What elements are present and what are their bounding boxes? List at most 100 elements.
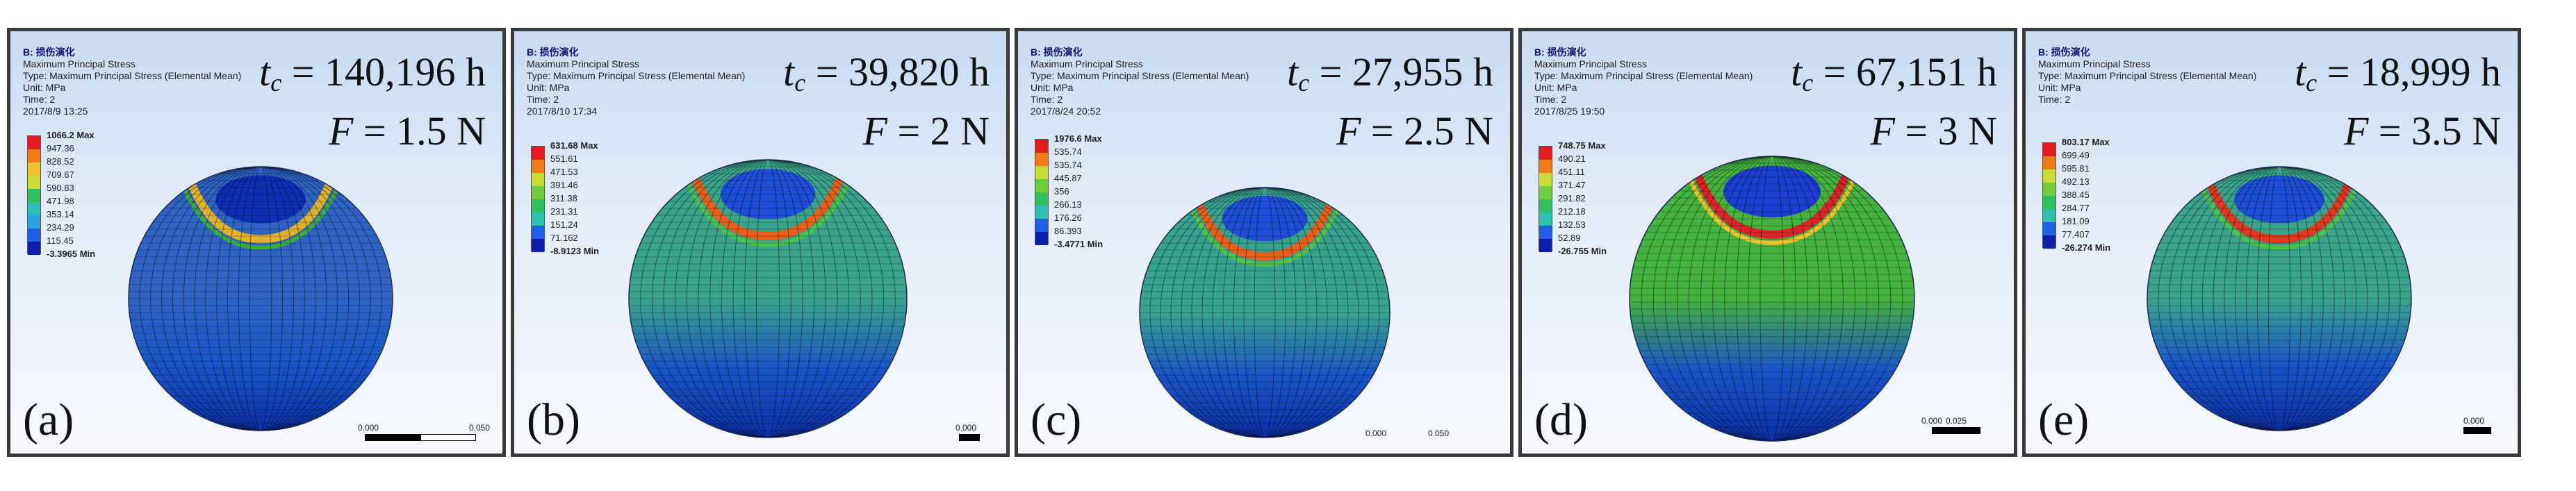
- applied-force: F = 3.5 N: [2343, 108, 2501, 153]
- figure-panel-a: B: 损伤演化 Maximum Principal Stress Type: Max…: [7, 28, 506, 457]
- legend-tick-label: 231.31: [550, 206, 578, 217]
- legend-max-label: 748.75 Max: [1558, 140, 1606, 151]
- legend-swatch: [532, 147, 544, 160]
- scale-tick-label: 0.025: [1946, 416, 1967, 426]
- panel-header: B: 损伤演化 Maximum Principal Stress Type: Max…: [527, 47, 745, 117]
- legend-min-label: -3.3965 Min: [47, 249, 96, 259]
- legend-tick-label: 212.18: [1558, 206, 1586, 217]
- panel-label: (e): [2038, 394, 2090, 445]
- legend-tick-label: 77.407: [2062, 229, 2090, 240]
- scale-tick-label: 0.000: [358, 423, 379, 433]
- legend-tick-label: 176.26: [1054, 213, 1082, 223]
- legend-swatch: [532, 239, 544, 252]
- legend-swatch: [28, 215, 40, 228]
- legend-swatch: [2043, 209, 2056, 222]
- legend-tick-label: 356: [1054, 186, 1069, 197]
- legend-tick-label: 471.98: [47, 196, 74, 206]
- legend-tick-label: 151.24: [550, 219, 578, 230]
- legend-swatch: [532, 213, 544, 226]
- sphere-body: [1630, 156, 1914, 441]
- applied-force: F = 1.5 N: [328, 108, 486, 153]
- figure-panel-b: B: 损伤演化 Maximum Principal Stress Type: Max…: [511, 28, 1010, 457]
- load-parameters: tc = 39,820 h F = 2 N: [783, 48, 990, 156]
- legend-colorbar: [1539, 146, 1552, 252]
- contact-zone: [1723, 165, 1821, 217]
- legend-colorbar: [1035, 139, 1049, 245]
- applied-force-value: 2 N: [930, 108, 990, 153]
- panel-header: B: 损伤演化 Maximum Principal Stress Type: Max…: [1534, 47, 1753, 117]
- legend-min-label: -26.274 Min: [2062, 242, 2111, 253]
- panel-header: B: 损伤演化 Maximum Principal Stress Type: Max…: [2038, 47, 2256, 106]
- legend-swatch: [1539, 173, 1552, 186]
- legend-max-label: 1976.6 Max: [1054, 133, 1102, 144]
- header-line: 2017/8/24 20:52: [1031, 106, 1101, 117]
- legend-swatch: [1539, 226, 1552, 239]
- contact-time-value: 27,955 h: [1352, 49, 1493, 94]
- contact-time-value: 140,196 h: [325, 49, 486, 94]
- header-line: Time: 2: [527, 94, 559, 105]
- damage-ring: [2202, 172, 2356, 244]
- header-line: Type: Maximum Principal Stress (Elementa…: [23, 70, 242, 81]
- legend-tick-label: 353.14: [47, 209, 74, 219]
- header-line: Unit: MPa: [2038, 82, 2081, 93]
- legend-tick-label: 234.29: [47, 222, 74, 233]
- legend-swatch: [1035, 140, 1048, 153]
- stress-contour-sphere: [628, 159, 908, 438]
- contact-zone: [720, 169, 816, 219]
- load-parameters: tc = 18,999 h F = 3.5 N: [2295, 48, 2501, 156]
- legend-tick-label: 535.74: [1054, 160, 1082, 170]
- legend-tick-label: 291.82: [1558, 193, 1586, 203]
- legend-swatch: [1035, 232, 1048, 245]
- panel-label: (a): [23, 394, 74, 445]
- transition-ring: [2194, 174, 2364, 250]
- contact-time: tc = 18,999 h: [2295, 49, 2501, 97]
- legend-swatch: [28, 228, 40, 242]
- header-line: Unit: MPa: [527, 82, 570, 93]
- sphere-body: [1140, 188, 1390, 438]
- legend-swatch: [28, 242, 40, 255]
- legend-swatch: [2043, 183, 2056, 196]
- legend-tick-label: 828.52: [47, 156, 74, 167]
- legend-swatch: [1539, 147, 1552, 160]
- legend-tick-label: 52.89: [1558, 233, 1581, 243]
- legend-swatch: [28, 136, 40, 149]
- scale-tick-label: 0.050: [469, 423, 491, 433]
- legend-swatch: [1035, 206, 1048, 219]
- legend-tick-label: 371.47: [1558, 180, 1586, 190]
- header-line: Type: Maximum Principal Stress (Elementa…: [1031, 70, 1249, 81]
- scale-tick-label: 0.050: [1428, 428, 1450, 438]
- legend-tick-label: 132.53: [1558, 219, 1586, 230]
- legend-swatch: [1035, 166, 1048, 179]
- applied-force-value: 3.5 N: [2411, 108, 2501, 153]
- contact-time-value: 67,151 h: [1856, 49, 1997, 94]
- header-line: 2017/8/10 17:34: [527, 106, 598, 117]
- legend-tick-label: 266.13: [1054, 199, 1082, 210]
- legend-tick-label: 535.74: [1054, 147, 1082, 157]
- scale-tick-label: 0.000: [955, 423, 977, 433]
- damage-ring: [687, 165, 848, 241]
- legend-swatch: [28, 163, 40, 176]
- header-line: Type: Maximum Principal Stress (Elementa…: [2038, 70, 2257, 81]
- figure-panel-d: B: 损伤演化 Maximum Principal Stress Type: Max…: [1518, 28, 2017, 457]
- legend-tick-label: 284.77: [2062, 203, 2090, 213]
- transition-ring: [176, 174, 345, 250]
- legend-tick-label: 391.46: [550, 180, 578, 190]
- contact-time: tc = 140,196 h: [259, 49, 486, 97]
- contact-time: tc = 67,151 h: [1791, 49, 1997, 97]
- panel-label: (b): [527, 394, 580, 445]
- legend-tick-label: 699.49: [2062, 150, 2090, 160]
- header-line: 2017/8/9 13:25: [23, 106, 88, 117]
- header-line: Maximum Principal Stress: [1534, 58, 1647, 69]
- sphere-body: [629, 160, 907, 438]
- sphere-body: [129, 167, 393, 431]
- legend-tick-label: 445.87: [1054, 173, 1082, 183]
- header-line: Type: Maximum Principal Stress (Elementa…: [1534, 70, 1753, 81]
- figure-panel-e: B: 损伤演化 Maximum Principal Stress Type: Max…: [2022, 28, 2521, 457]
- contact-time: tc = 39,820 h: [783, 49, 990, 97]
- legend-max-label: 803.17 Max: [2062, 137, 2110, 147]
- contact-time: tc = 27,955 h: [1287, 49, 1493, 97]
- legend-swatch: [28, 176, 40, 189]
- legend-swatch: [2043, 235, 2056, 249]
- legend-swatch: [2043, 169, 2056, 183]
